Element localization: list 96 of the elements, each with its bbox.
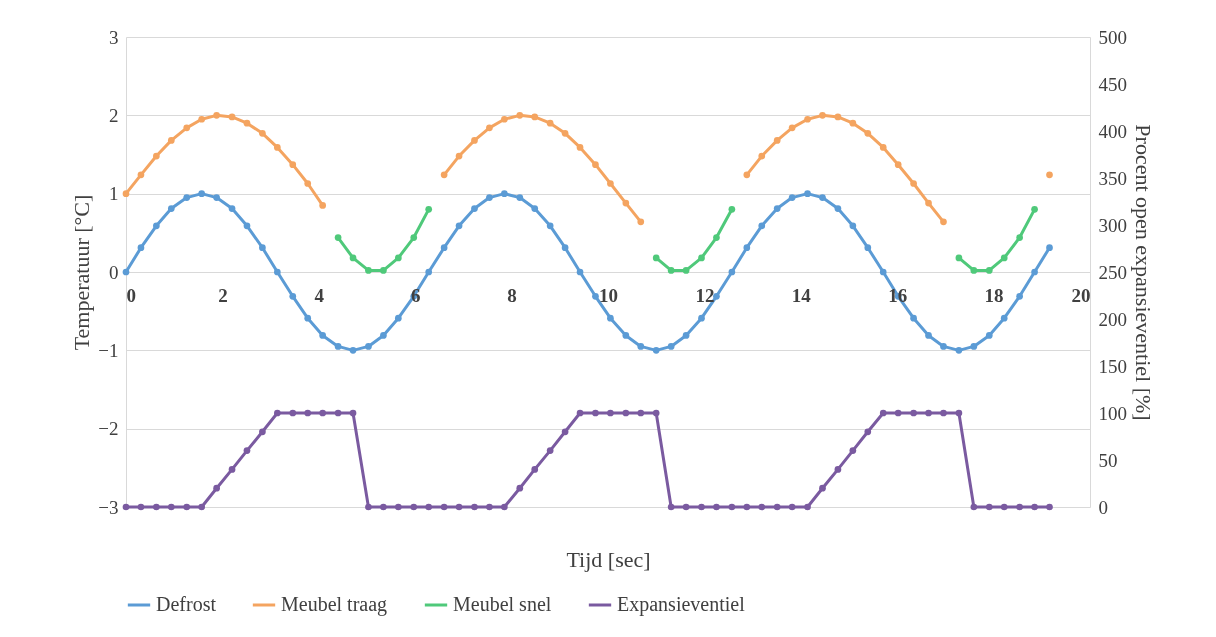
y-tick-label: 2 — [109, 104, 119, 126]
point — [925, 199, 932, 207]
point — [894, 161, 902, 169]
legend-label: Defrost — [156, 593, 217, 615]
y-tick-label: −1 — [98, 339, 119, 361]
point — [849, 119, 857, 127]
x-tick-label: 20 — [1071, 284, 1091, 306]
y2-tick-label: 0 — [1098, 496, 1108, 518]
x-tick-label: 10 — [599, 284, 618, 306]
y2-tick-label: 350 — [1098, 167, 1127, 189]
x-tick-label: 4 — [314, 284, 325, 306]
point — [940, 218, 947, 226]
point — [394, 254, 402, 262]
x-tick-label: 12 — [695, 284, 715, 306]
legend-label: Meubel traag — [281, 593, 388, 616]
point — [471, 137, 478, 144]
point — [698, 254, 705, 262]
point — [167, 137, 175, 144]
point — [970, 267, 978, 274]
point — [349, 254, 357, 262]
point — [486, 124, 493, 132]
y-tick-label: −3 — [98, 496, 119, 518]
point — [788, 124, 796, 132]
point — [516, 111, 524, 119]
point — [380, 267, 387, 274]
y2-axis-title: Procent open expansieventiel [%] — [1131, 124, 1156, 421]
point — [304, 180, 312, 187]
point — [122, 190, 130, 198]
point — [546, 119, 554, 127]
x-tick-label: 14 — [791, 284, 812, 306]
point — [607, 180, 614, 187]
point — [910, 180, 917, 187]
legend-label: Meubel snel — [453, 593, 552, 615]
point — [198, 115, 206, 123]
y2-tick-label: 450 — [1098, 73, 1127, 95]
y2-tick-label: 300 — [1098, 214, 1127, 236]
point — [637, 218, 645, 226]
y-tick-label: −2 — [98, 418, 119, 440]
point — [819, 111, 826, 119]
point — [743, 171, 751, 179]
y2-tick-label: 100 — [1098, 402, 1127, 424]
point — [879, 144, 887, 151]
point — [183, 124, 191, 132]
point — [334, 234, 342, 241]
point — [667, 267, 675, 274]
x-tick-label: 2 — [218, 284, 228, 306]
point — [243, 119, 251, 127]
point — [289, 161, 297, 169]
point — [576, 144, 584, 151]
x-tick-label: 8 — [507, 284, 517, 306]
point — [773, 137, 781, 144]
point — [1000, 254, 1008, 262]
y-tick-label: 1 — [109, 183, 119, 205]
point — [365, 267, 372, 274]
point — [455, 152, 463, 160]
point — [319, 202, 327, 209]
point — [652, 254, 660, 262]
point — [1031, 205, 1038, 213]
point — [592, 161, 599, 169]
point — [864, 130, 872, 137]
y2-tick-label: 50 — [1098, 449, 1118, 471]
point — [531, 113, 539, 121]
legend-label: Expansieventiel — [617, 593, 746, 616]
y-tick-label: 3 — [109, 26, 119, 48]
y2-tick-label: 500 — [1098, 26, 1127, 48]
point — [834, 113, 842, 121]
point — [228, 113, 236, 121]
y2-tick-label: 250 — [1098, 261, 1127, 283]
point — [440, 171, 448, 179]
y-axis-title: Temperatuur [°C] — [69, 194, 95, 351]
point — [410, 234, 418, 241]
y2-tick-label: 150 — [1098, 355, 1127, 377]
y2-tick-label: 200 — [1098, 308, 1127, 330]
x-tick-label: 0 — [126, 284, 136, 306]
point — [728, 205, 736, 213]
point — [955, 254, 963, 262]
point — [1016, 234, 1023, 241]
point — [804, 115, 811, 123]
point — [985, 267, 993, 274]
point — [561, 130, 569, 137]
point — [713, 234, 720, 241]
point — [425, 205, 433, 213]
y2-tick-label: 400 — [1098, 120, 1127, 142]
x-tick-label: 18 — [984, 284, 1004, 306]
point — [758, 152, 766, 160]
point — [273, 144, 281, 151]
point — [259, 130, 266, 137]
point — [153, 152, 160, 160]
point — [1046, 171, 1053, 179]
point — [501, 115, 508, 123]
y-tick-label: 0 — [109, 261, 119, 283]
point — [213, 111, 220, 119]
point — [137, 171, 145, 179]
point — [622, 199, 630, 207]
point — [682, 267, 690, 274]
x-axis-title: Tijd [sec] — [566, 546, 651, 572]
